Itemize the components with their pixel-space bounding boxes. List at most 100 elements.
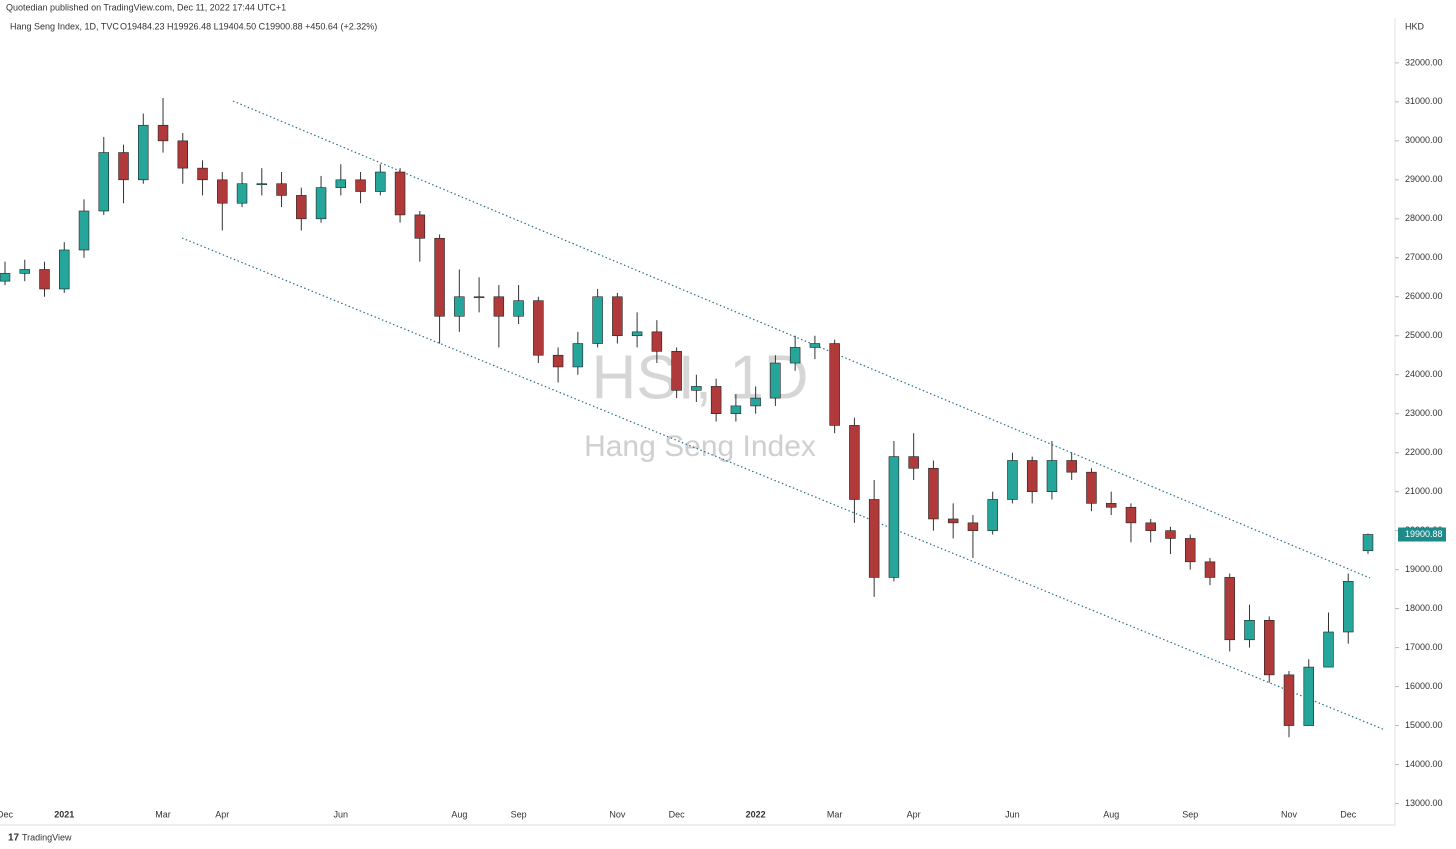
candle-body bbox=[78, 210, 90, 251]
candle-body bbox=[829, 343, 840, 426]
publisher-header: Quotedian published on TradingView.com, … bbox=[6, 2, 286, 12]
candle-body bbox=[197, 167, 208, 181]
last-price-label: 19900.88 bbox=[1405, 529, 1443, 539]
candle-body bbox=[39, 269, 50, 290]
x-tick-label: Nov bbox=[1281, 809, 1298, 819]
candle-body bbox=[1204, 561, 1216, 578]
candle-body bbox=[454, 296, 465, 317]
x-tick-label: Dec bbox=[669, 809, 686, 819]
y-tick-label: 29000.00 bbox=[1405, 174, 1443, 184]
candle-body bbox=[1125, 506, 1137, 524]
x-tick-label: Jun bbox=[334, 809, 349, 819]
candle-body bbox=[671, 351, 682, 391]
candle-body bbox=[770, 362, 781, 399]
candle-body bbox=[552, 354, 564, 368]
candle-body bbox=[296, 195, 307, 220]
candle-body bbox=[493, 296, 505, 317]
watermark-name: Hang Seng Index bbox=[584, 430, 816, 463]
x-tick-label: Apr bbox=[907, 809, 921, 819]
candle-body bbox=[59, 249, 70, 290]
channel-lower bbox=[181, 237, 1386, 731]
y-tick-label: 17000.00 bbox=[1405, 642, 1443, 652]
candle-body bbox=[513, 300, 524, 317]
ohlc-values: O19484.23 H19926.48 L19404.50 C19900.88 … bbox=[120, 21, 377, 31]
candle-body bbox=[947, 518, 959, 524]
candle-body bbox=[533, 300, 544, 356]
candle-body bbox=[1323, 631, 1334, 668]
candle-body bbox=[1283, 674, 1295, 726]
candle-body bbox=[967, 522, 979, 531]
x-tick-label: Mar bbox=[155, 809, 171, 819]
candle-body bbox=[414, 214, 426, 239]
candle-body bbox=[138, 124, 149, 181]
candle-body bbox=[217, 179, 228, 204]
candle-body bbox=[1105, 503, 1117, 508]
x-tick-label: Dec bbox=[1340, 809, 1357, 819]
candle-body bbox=[1046, 460, 1058, 492]
candle-body bbox=[118, 152, 129, 181]
candle-body bbox=[355, 179, 366, 192]
candle-body bbox=[236, 183, 248, 204]
candle-body bbox=[1165, 530, 1176, 539]
candle-body bbox=[1066, 460, 1077, 473]
candle-body bbox=[888, 456, 900, 578]
y-tick-label: 23000.00 bbox=[1405, 408, 1443, 418]
logo-mark: 17 bbox=[8, 833, 20, 844]
x-tick-label: Mar bbox=[827, 809, 843, 819]
candle-body bbox=[1343, 581, 1354, 633]
candle-body bbox=[789, 347, 801, 364]
candle-body bbox=[631, 331, 643, 337]
y-tick-label: 30000.00 bbox=[1405, 135, 1443, 145]
currency: HKD bbox=[1405, 21, 1425, 31]
candle-body bbox=[750, 397, 761, 407]
y-tick-label: 22000.00 bbox=[1405, 447, 1443, 457]
candle-body bbox=[1086, 471, 1097, 504]
x-tick-label: Aug bbox=[451, 809, 467, 819]
candle-body bbox=[1224, 577, 1235, 641]
x-tick-label: Sep bbox=[511, 809, 527, 819]
candle-body bbox=[315, 187, 327, 220]
y-tick-label: 26000.00 bbox=[1405, 291, 1443, 301]
y-tick-label: 13000.00 bbox=[1405, 798, 1443, 808]
candle-body bbox=[1026, 460, 1038, 492]
x-tick-label: 2022 bbox=[746, 809, 766, 819]
y-tick-label: 16000.00 bbox=[1405, 681, 1443, 691]
candle-body bbox=[849, 425, 860, 500]
y-tick-label: 15000.00 bbox=[1405, 720, 1443, 730]
y-tick-label: 25000.00 bbox=[1405, 330, 1443, 340]
candle-body bbox=[1184, 538, 1196, 563]
last-price-box bbox=[1398, 527, 1446, 542]
x-tick-label: Apr bbox=[215, 809, 229, 819]
candle-body bbox=[394, 171, 406, 216]
candle-body bbox=[691, 386, 702, 391]
candle-body bbox=[177, 140, 189, 169]
channel-upper bbox=[232, 100, 1371, 579]
candle-body bbox=[473, 296, 485, 299]
y-tick-label: 27000.00 bbox=[1405, 252, 1443, 262]
candle-body bbox=[1244, 620, 1255, 641]
candle-body bbox=[572, 343, 584, 368]
x-tick-label: Dec bbox=[0, 809, 13, 819]
candle-body bbox=[0, 273, 11, 282]
y-tick-label: 19000.00 bbox=[1405, 564, 1443, 574]
x-tick-label: Sep bbox=[1182, 809, 1198, 819]
y-tick-label: 28000.00 bbox=[1405, 213, 1443, 223]
candle-body bbox=[335, 179, 347, 188]
candle-body bbox=[276, 183, 287, 196]
x-tick-label: Nov bbox=[609, 809, 626, 819]
footer-logo: 17 TradingView bbox=[8, 832, 72, 843]
footer-text: TradingView bbox=[22, 832, 72, 842]
x-tick-label: 2021 bbox=[54, 809, 74, 819]
y-tick-label: 18000.00 bbox=[1405, 603, 1443, 613]
candle-body bbox=[1145, 522, 1156, 531]
x-tick-label: Jun bbox=[1005, 809, 1020, 819]
candle-body bbox=[375, 171, 386, 192]
candle-body bbox=[592, 296, 603, 344]
candle-body bbox=[1263, 620, 1275, 676]
x-tick-label: Aug bbox=[1103, 809, 1119, 819]
candles bbox=[0, 97, 1374, 738]
candle-body bbox=[928, 467, 939, 520]
legend-title: Hang Seng Index, 1D, TVC bbox=[10, 21, 119, 31]
candle-body bbox=[98, 152, 110, 212]
